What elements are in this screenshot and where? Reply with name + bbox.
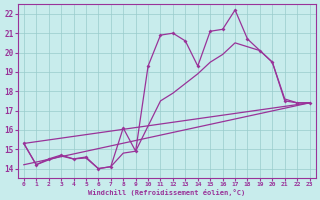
X-axis label: Windchill (Refroidissement éolien,°C): Windchill (Refroidissement éolien,°C)	[88, 189, 245, 196]
